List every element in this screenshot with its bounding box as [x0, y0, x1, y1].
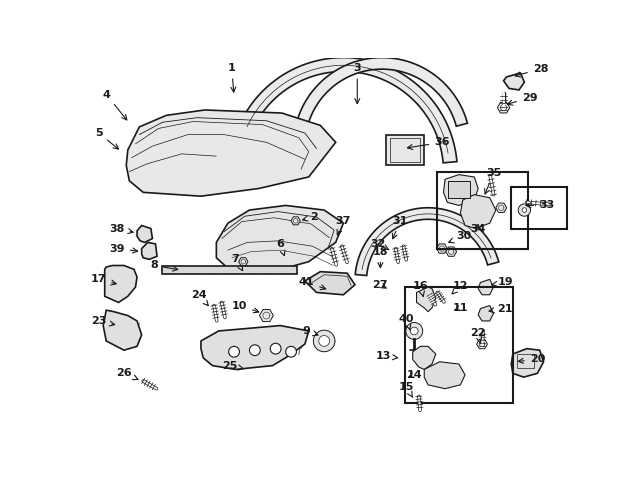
Circle shape [228, 347, 239, 357]
Text: 26: 26 [116, 368, 138, 380]
Polygon shape [478, 306, 493, 321]
Bar [163, 266, 297, 274]
Text: 41: 41 [299, 277, 326, 289]
Text: 21: 21 [489, 304, 513, 313]
Text: 13: 13 [376, 351, 397, 361]
Text: 38: 38 [109, 224, 133, 234]
Text: 19: 19 [492, 277, 513, 288]
Polygon shape [239, 258, 248, 265]
Polygon shape [236, 58, 457, 163]
Bar [437, 171, 528, 249]
Polygon shape [497, 102, 509, 113]
Polygon shape [478, 279, 493, 295]
Text: 32: 32 [371, 239, 388, 250]
Polygon shape [413, 347, 436, 370]
Polygon shape [105, 265, 137, 302]
Text: 30: 30 [449, 231, 471, 243]
Text: 7: 7 [232, 254, 243, 271]
Polygon shape [444, 175, 478, 205]
Text: 4: 4 [102, 90, 127, 120]
Text: 24: 24 [191, 290, 208, 306]
Text: 40: 40 [399, 314, 414, 330]
Polygon shape [477, 339, 488, 348]
Text: 9: 9 [303, 326, 318, 336]
Text: 6: 6 [276, 239, 285, 255]
Bar [517, 354, 534, 368]
Bar [448, 181, 470, 198]
Bar [511, 187, 566, 229]
Polygon shape [417, 287, 436, 312]
Text: 5: 5 [95, 128, 118, 149]
Polygon shape [319, 336, 330, 347]
Text: 10: 10 [232, 300, 259, 313]
Text: 22: 22 [470, 328, 486, 344]
Polygon shape [314, 330, 335, 352]
Text: 1: 1 [228, 63, 236, 92]
Polygon shape [259, 310, 273, 322]
Text: 18: 18 [372, 247, 388, 268]
Text: 25: 25 [221, 360, 243, 371]
Text: 33: 33 [526, 201, 554, 210]
Circle shape [270, 343, 281, 354]
Text: 29: 29 [508, 93, 538, 105]
Text: 37: 37 [336, 216, 351, 235]
Polygon shape [522, 208, 527, 212]
Text: 14: 14 [406, 370, 422, 380]
Polygon shape [446, 247, 456, 256]
Text: 27: 27 [372, 280, 388, 290]
Polygon shape [518, 204, 531, 216]
Text: 35: 35 [484, 168, 501, 194]
Polygon shape [137, 226, 152, 242]
Polygon shape [296, 58, 467, 126]
Bar [405, 287, 513, 403]
Polygon shape [103, 310, 141, 350]
Text: 12: 12 [452, 280, 468, 294]
Text: 28: 28 [515, 64, 548, 77]
Circle shape [285, 347, 296, 357]
Polygon shape [406, 323, 422, 339]
Text: 20: 20 [518, 354, 545, 364]
Polygon shape [496, 203, 507, 213]
Polygon shape [511, 348, 543, 377]
Text: 15: 15 [399, 382, 414, 397]
Text: 11: 11 [452, 303, 468, 313]
Text: 16: 16 [413, 280, 428, 297]
Polygon shape [410, 327, 418, 335]
Text: 39: 39 [109, 243, 138, 253]
Text: 17: 17 [91, 275, 116, 285]
Polygon shape [126, 110, 336, 196]
Polygon shape [355, 208, 499, 276]
Text: 34: 34 [470, 224, 486, 234]
Text: 8: 8 [150, 261, 178, 271]
Text: 31: 31 [392, 216, 408, 239]
Polygon shape [201, 325, 308, 370]
Polygon shape [460, 195, 496, 228]
Polygon shape [141, 242, 157, 259]
Text: 23: 23 [91, 316, 115, 326]
Polygon shape [436, 244, 447, 253]
Polygon shape [305, 272, 355, 295]
Bar [390, 138, 420, 162]
Bar [386, 134, 424, 166]
Text: 36: 36 [408, 137, 450, 149]
Circle shape [250, 345, 260, 356]
Text: 2: 2 [303, 212, 318, 222]
Polygon shape [291, 217, 300, 225]
Text: 3: 3 [353, 63, 361, 104]
Polygon shape [216, 205, 344, 272]
Polygon shape [424, 362, 465, 389]
Polygon shape [504, 73, 524, 90]
